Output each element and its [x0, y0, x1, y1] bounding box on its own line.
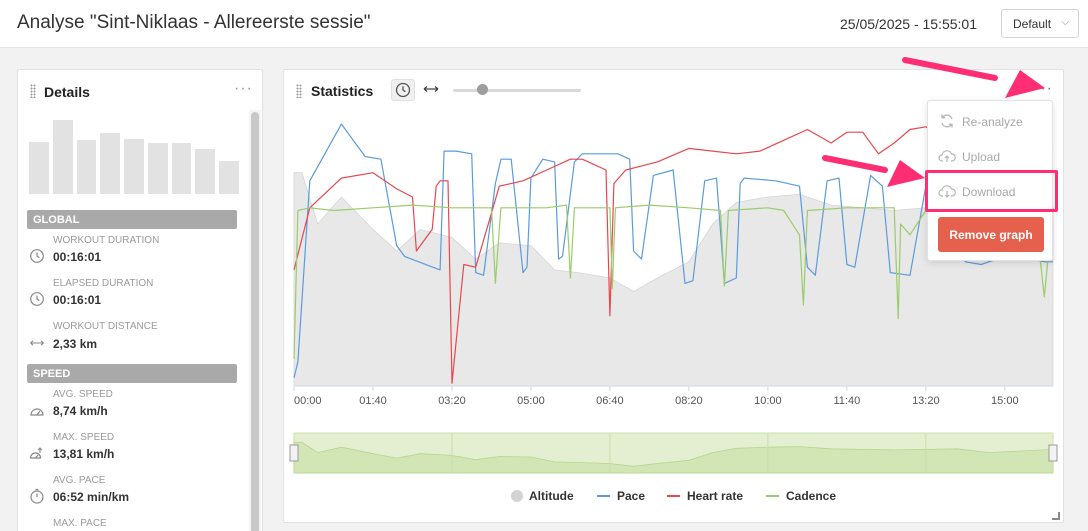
navigator-handle-left: [289, 444, 299, 462]
refresh-icon: [941, 114, 953, 128]
metric-label: AVG. SPEED: [53, 389, 113, 400]
legend-swatch-cadence: [766, 495, 779, 497]
distance-axis-icon[interactable]: [422, 82, 440, 96]
menu-item-upload[interactable]: Upload: [938, 146, 1048, 168]
clock-icon: [395, 82, 411, 98]
speedometer-icon: [30, 408, 44, 416]
drag-handle-icon[interactable]: [296, 84, 302, 98]
histogram-bar: [147, 143, 168, 194]
menu-item-label: Upload: [962, 150, 1001, 164]
resize-handle-icon[interactable]: [1052, 512, 1060, 520]
metric-value: 00:16:01: [53, 293, 102, 307]
metric-label: AVG. PACE: [53, 475, 106, 486]
download-highlight-box: [925, 170, 1058, 212]
histogram-bar: [52, 120, 73, 194]
legend-swatch-altitude: [511, 490, 523, 502]
layout-select-value: Default: [1013, 17, 1052, 31]
metric-label: WORKOUT DISTANCE: [53, 321, 158, 332]
histogram-bar: [195, 149, 216, 194]
series-line-heart-rate: [293, 126, 1054, 384]
histogram-bar: [100, 133, 121, 194]
clock-icon: [30, 249, 44, 263]
metric-value: 2,33 km: [53, 337, 98, 351]
menu-item-label: Download: [962, 185, 1016, 199]
statistics-chart: 00:00 01:40 03:20 05:00 06:40 08:20 10:00 11:40…: [289, 123, 1058, 474]
details-panel: Details ··· GLOBAL WORKOUT DURATION 00:1…: [17, 69, 263, 531]
x-axis-tick-label: 05:00: [517, 395, 545, 407]
clock-icon: [30, 292, 44, 306]
metric-value: 06:52 min/km: [53, 490, 130, 504]
zoom-slider-track[interactable]: [453, 89, 581, 92]
series-line-pace: [293, 123, 1053, 379]
legend-label-pace[interactable]: Pace: [617, 489, 646, 503]
cloud-upload-icon: [938, 150, 956, 162]
zoom-slider-thumb[interactable]: [477, 84, 488, 95]
metric-value: 8,74 km/h: [53, 404, 108, 418]
x-axis-tick-label: 06:40: [596, 395, 624, 407]
series-line-cadence: [293, 204, 1054, 360]
details-histogram: [29, 118, 240, 194]
section-header-speed: SPEED: [27, 364, 237, 383]
histogram-bar: [124, 139, 144, 194]
x-axis-tick-label: 11:40: [834, 395, 861, 407]
details-scrollbar-thumb[interactable]: [251, 112, 259, 531]
menu-item-reanalyze[interactable]: Re-analyze: [938, 111, 1048, 133]
cloud-download-icon: [938, 185, 956, 198]
metric-label: ELAPSED DURATION: [53, 278, 154, 289]
workout-datetime: 25/05/2025 - 15:55:01: [840, 16, 978, 32]
details-title: Details: [44, 84, 90, 100]
x-axis-tick-label: 10:00: [754, 395, 782, 407]
x-axis-tick-label: 03:20: [438, 395, 466, 407]
remove-graph-button[interactable]: Remove graph: [938, 217, 1044, 252]
menu-item-download[interactable]: Download: [938, 181, 1048, 203]
distance-arrows-icon: [30, 340, 44, 346]
menu-item-label: Re-analyze: [962, 115, 1023, 129]
histogram-bar: [171, 143, 192, 194]
metric-label: WORKOUT DURATION: [53, 235, 160, 246]
legend-label-heart-rate[interactable]: Heart rate: [687, 489, 744, 503]
metric-value: 13,81 km/h: [53, 447, 115, 461]
stopwatch-icon: [30, 488, 44, 504]
metric-label: MAX. PACE: [53, 518, 107, 529]
chevron-down-icon: ⌵: [1061, 17, 1069, 28]
x-axis-tick-label: 08:20: [675, 395, 703, 407]
layout-select[interactable]: Default ⌵: [1001, 9, 1079, 38]
navigator-series-altitude: [293, 441, 1054, 474]
page-title: Analyse "Sint-Niklaas - Allereerste sess…: [17, 12, 371, 33]
top-bar: Analyse "Sint-Niklaas - Allereerste sess…: [0, 0, 1088, 48]
histogram-bar: [29, 142, 49, 194]
x-axis-tick-label: 13:20: [912, 395, 940, 407]
legend-label-cadence[interactable]: Cadence: [786, 489, 837, 503]
details-more-icon[interactable]: ···: [234, 80, 253, 97]
metric-value: 00:16:01: [53, 250, 102, 264]
max-speed-icon: [29, 447, 43, 459]
metric-label: MAX. SPEED: [53, 432, 115, 443]
drag-handle-icon[interactable]: [30, 84, 36, 98]
x-axis-tick-label: 01:40: [359, 395, 387, 407]
legend-swatch-heart-rate: [667, 495, 680, 497]
section-header-global: GLOBAL: [27, 210, 237, 229]
legend-label-altitude[interactable]: Altitude: [529, 489, 574, 503]
graph-options-menu: Re-analyze Upload Download Remove graph: [927, 100, 1053, 261]
legend-swatch-pace: [597, 495, 610, 497]
x-axis-tick-label: 15:00: [991, 395, 1019, 407]
navigator-handle-right: [1048, 444, 1058, 462]
statistics-title: Statistics: [311, 83, 374, 99]
time-axis-button[interactable]: [391, 79, 415, 101]
histogram-bar: [219, 161, 240, 194]
histogram-bar: [76, 140, 97, 194]
x-axis-tick-label: 00:00: [294, 395, 322, 407]
chart-legend: Altitude Pace Heart rate Cadence: [284, 488, 1065, 508]
